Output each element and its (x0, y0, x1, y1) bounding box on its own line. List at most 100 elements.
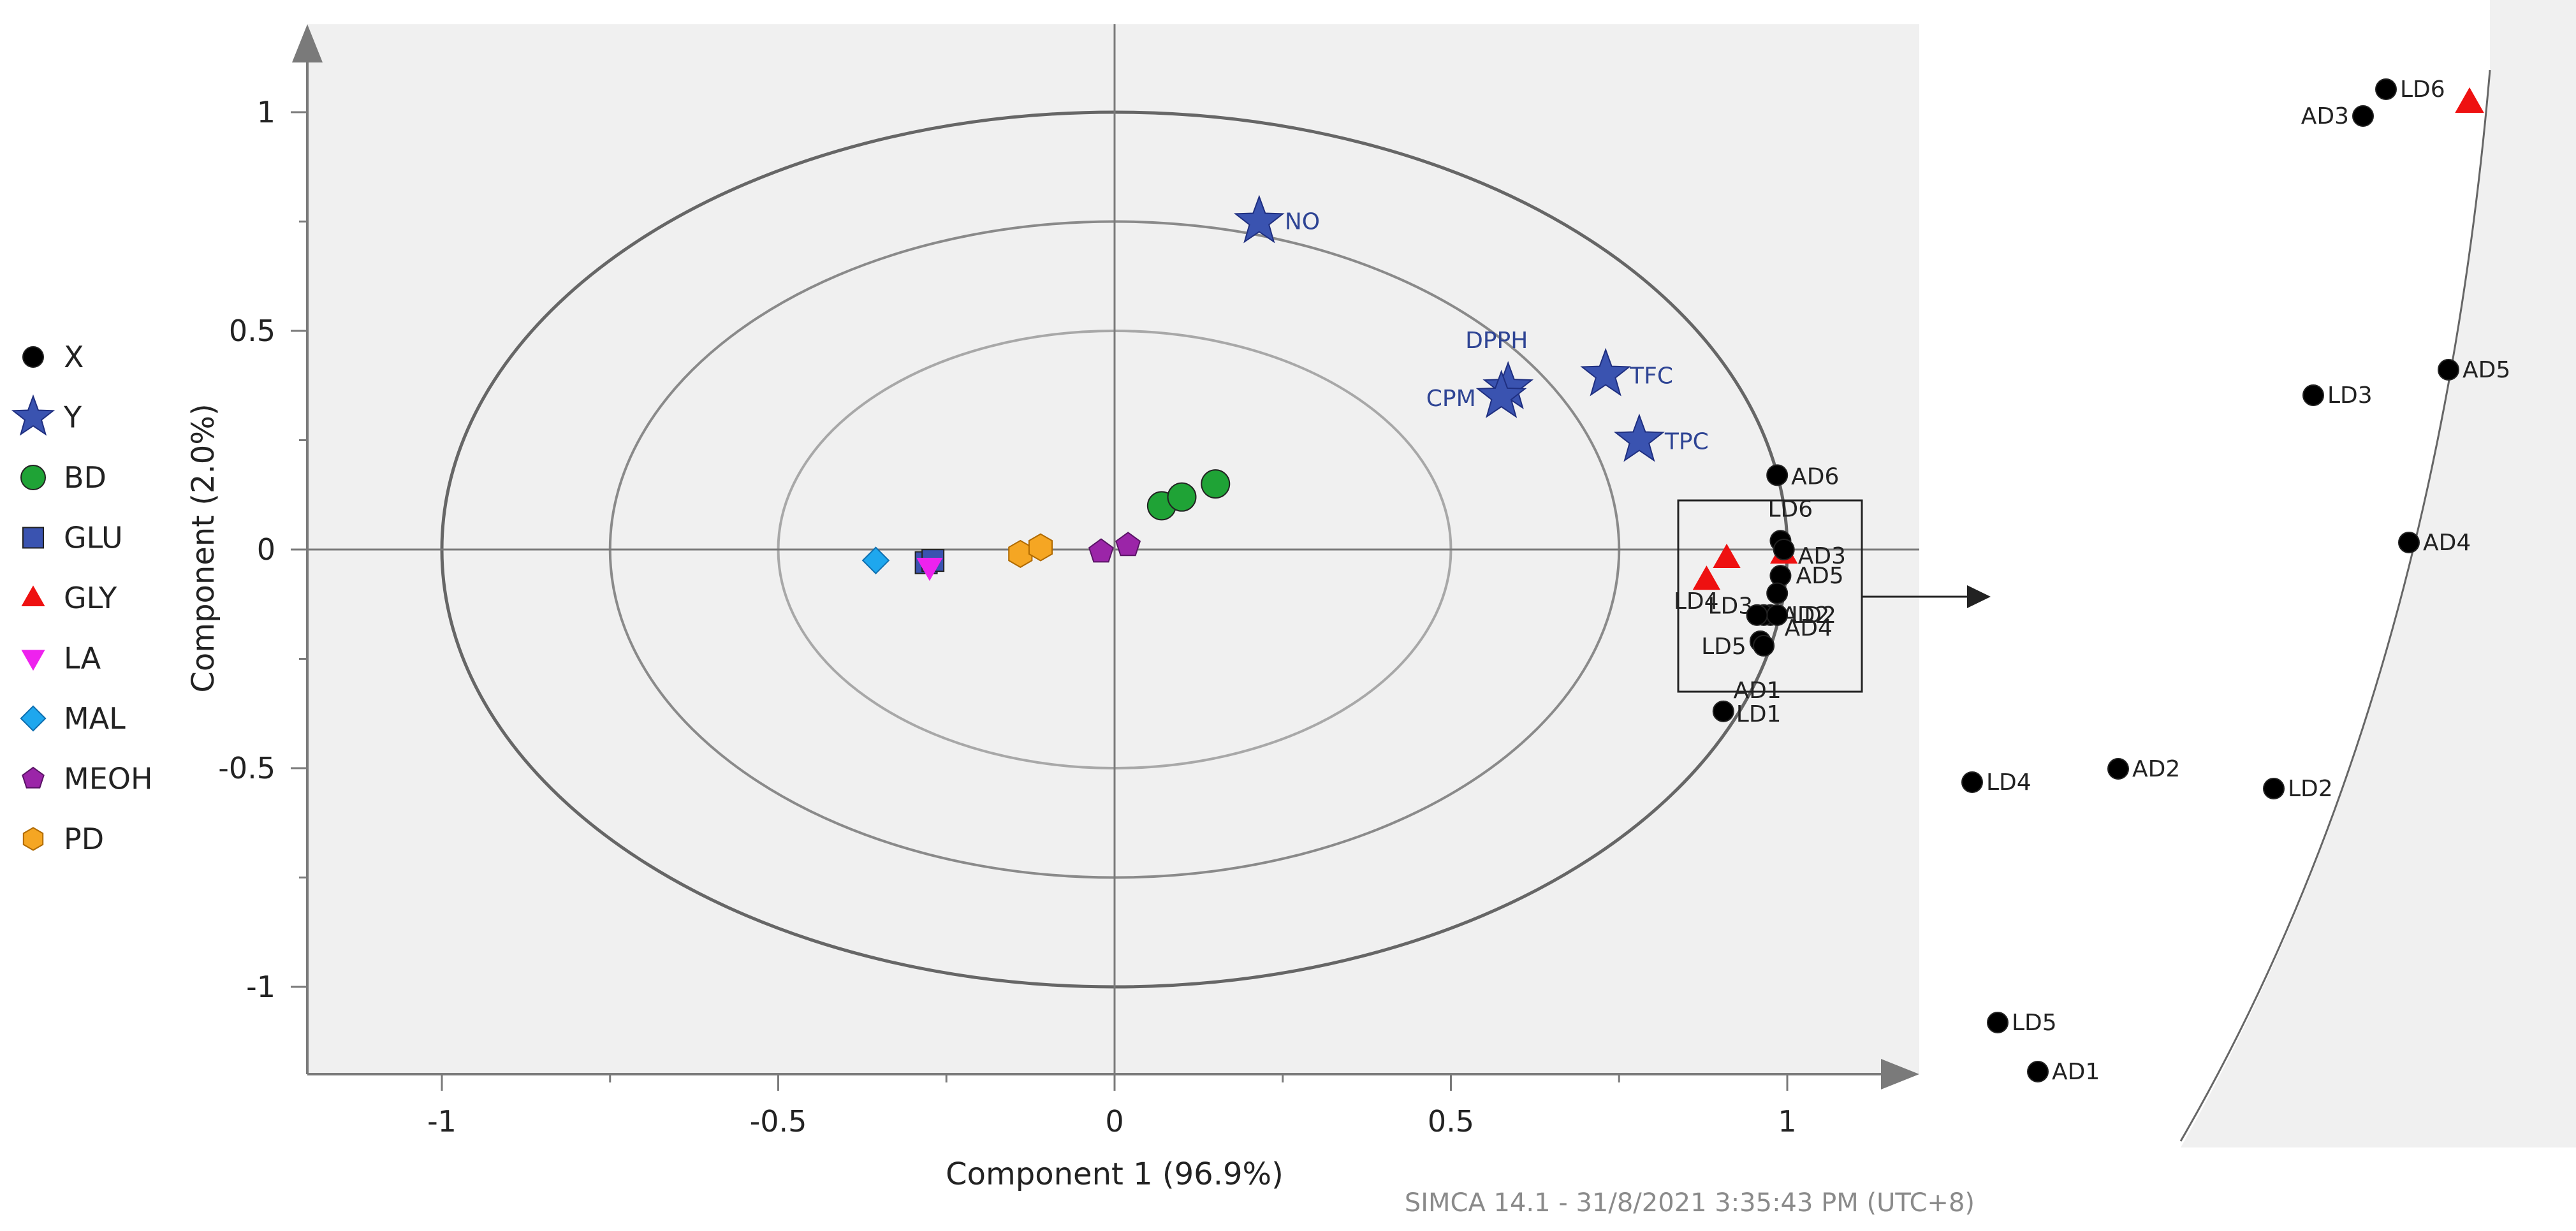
point-x-ad6 (1766, 464, 1789, 486)
y-tick-label: -0.5 (218, 751, 275, 785)
x-axis-label: Component 1 (96.9%) (946, 1156, 1284, 1192)
point-gly (1713, 543, 1741, 568)
zoom-point-ad1 (2027, 1061, 2049, 1082)
zoom-point-ld5 (1987, 1012, 2009, 1033)
zoom-point-ld4 (1961, 771, 1983, 793)
zoom-point-gly (2455, 87, 2484, 113)
x-axis-arrow (1881, 1059, 1919, 1089)
zoom-point-label: LD3 (2327, 382, 2373, 409)
legend-label-x: X (64, 340, 84, 374)
x-tick-label: 0 (1105, 1104, 1123, 1139)
zoom-point-label: LD4 (1986, 769, 2031, 796)
y-axis-label: Component (2.0%) (186, 404, 221, 692)
point-meoh (1088, 538, 1114, 563)
point-bd (1201, 469, 1231, 499)
zoom-region-box (1677, 499, 1991, 693)
legend-marker-pd (22, 827, 44, 851)
x-tick-label: 1 (1778, 1104, 1796, 1139)
zoom-circle-arc (2179, 69, 2491, 1142)
zoom-point-ld3 (2302, 384, 2324, 406)
legend-label-pd: PD (64, 822, 104, 856)
y-axis-arrow (292, 24, 323, 62)
point-label-ad4: AD4 (1785, 615, 1833, 641)
legend-marker-y (11, 394, 55, 436)
legend-marker-la (21, 650, 45, 671)
point-label-ld4: LD4 (1674, 588, 1719, 615)
point-label-ad3: AD3 (1798, 543, 1846, 569)
point-y-cpm (1475, 369, 1527, 418)
point-x-ld1 (1712, 700, 1734, 722)
zoom-point-label: LD6 (2400, 76, 2445, 103)
zoom-point-ad4 (2398, 532, 2420, 553)
point-y-tpc (1614, 413, 1665, 462)
x-tick-label: -1 (427, 1104, 457, 1139)
zoom-point-ld6 (2375, 78, 2397, 100)
point-x-ld2 (1766, 604, 1789, 626)
point-y-no (1233, 194, 1285, 244)
point-label-tfc: TFC (1629, 363, 1673, 390)
zoom-panel: LD6 AD3 AD5 LD3 AD4 LD4 AD2 LD2 LD5 AD1 (1961, 0, 2576, 1147)
legend-label-gly: GLY (64, 581, 117, 615)
point-label-ld3: LD3 (1708, 594, 1753, 620)
point-label-tpc: TPC (1664, 429, 1709, 455)
zoom-panel-background (2162, 0, 2576, 1147)
point-bd (1167, 482, 1197, 512)
legend-label-bd: BD (64, 460, 106, 495)
point-pd (1028, 533, 1053, 562)
legend-label-glu: GLU (64, 521, 123, 555)
legend-label-y: Y (63, 400, 82, 435)
legend: XY BD GLU GLY LA MAL MEOH PD (11, 340, 153, 856)
x-tick-label: 0.5 (1428, 1104, 1474, 1139)
legend-marker-meoh (22, 766, 45, 789)
legend-label-mal: MAL (64, 701, 126, 736)
y-tick-label: -1 (246, 970, 275, 1004)
zoom-point-label: AD3 (2301, 103, 2349, 129)
zoom-point-label: AD1 (2052, 1059, 2100, 1085)
point-y-tfc (1580, 347, 1631, 397)
point-x-ad5 (1769, 565, 1792, 587)
zoom-point-label: AD4 (2423, 530, 2471, 556)
zoom-point-ad2 (2107, 758, 2129, 780)
zoom-point-label: LD5 (2012, 1010, 2057, 1036)
point-label-no: NO (1285, 209, 1320, 235)
legend-marker-gly (21, 585, 45, 606)
point-label-ad6: AD6 (1791, 463, 1839, 490)
zoom-arrow-head (1967, 585, 1991, 608)
point-label-cpm: CPM (1426, 386, 1476, 412)
axes: -1 -0.5 0 0.5 1 1 0.5 0 -0.5 -1 (218, 24, 1919, 1139)
zoom-point-label: AD2 (2132, 756, 2180, 782)
zoom-point-ad3 (2352, 105, 2374, 127)
y-tick-label: 0 (257, 532, 275, 567)
point-x-ad1 (1753, 634, 1775, 657)
point-x-ld3 (1766, 582, 1789, 604)
point-label-ad1: AD1 (1733, 678, 1781, 704)
point-la (916, 557, 943, 581)
point-label-ad5: AD5 (1796, 563, 1843, 589)
legend-marker-x (22, 346, 44, 368)
legend-label-meoh: MEOH (64, 762, 153, 796)
footer-text: SIMCA 14.1 - 31/8/2021 3:35:43 PM (UTC+8… (1405, 1188, 1975, 1218)
x-tick-label: -0.5 (750, 1104, 807, 1139)
point-label-ld5: LD5 (1701, 634, 1746, 660)
point-x-ld4 (1746, 604, 1768, 626)
zoom-point-ad5 (2438, 359, 2459, 381)
y-tick-label: 0.5 (229, 314, 275, 348)
point-label-ld1: LD1 (1736, 701, 1782, 727)
zoom-point-label: LD2 (2288, 776, 2333, 802)
legend-label-la: LA (64, 641, 101, 676)
point-gly (1692, 565, 1721, 590)
legend-marker-glu (22, 527, 44, 549)
legend-marker-bd (20, 465, 46, 490)
zoom-point-label: AD5 (2463, 357, 2510, 383)
y-tick-label: 1 (257, 95, 275, 129)
point-label-dpph: DPPH (1465, 328, 1528, 354)
zoom-point-ld2 (2263, 778, 2285, 799)
point-label-ad2: AD2 (1782, 602, 1829, 629)
point-x-ad3 (1773, 539, 1795, 560)
point-label-ld2: LD2 (1791, 602, 1836, 629)
data-points: NODPPHCPMTFCTPCAD6LD6AD3AD5LD3AD4AD2LD2L… (861, 194, 1846, 727)
legend-marker-mal (20, 705, 47, 732)
point-meoh (1115, 532, 1141, 557)
point-mal (861, 546, 890, 574)
